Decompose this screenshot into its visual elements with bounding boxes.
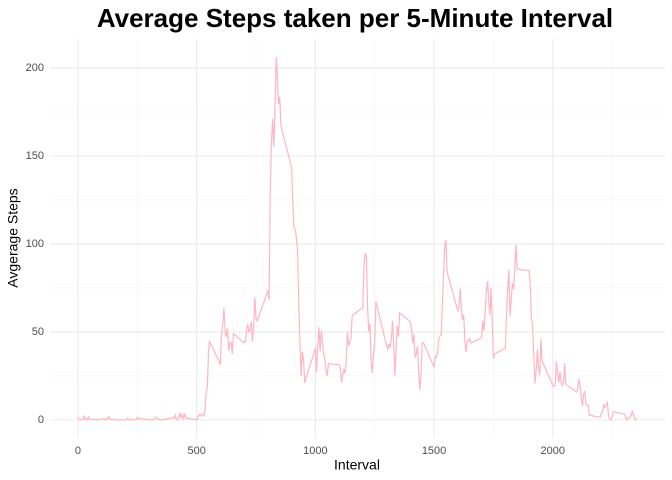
x-tick-label: 1500 xyxy=(422,445,446,457)
y-axis-label: Avgerage Steps xyxy=(5,188,21,287)
x-tick-label: 0 xyxy=(75,445,81,457)
data-line xyxy=(77,57,638,422)
x-tick-label: 1000 xyxy=(303,445,327,457)
x-axis-label: Interval xyxy=(334,457,380,473)
x-tick-label: 500 xyxy=(187,445,205,457)
x-tick-label: 2000 xyxy=(541,445,565,457)
y-tick-label: 100 xyxy=(26,238,44,250)
y-tick-label: 200 xyxy=(26,62,44,74)
y-tick-label: 150 xyxy=(26,150,44,162)
y-tick-label: 50 xyxy=(32,326,44,338)
chart-title: Average Steps taken per 5-Minute Interva… xyxy=(97,3,613,33)
y-tick-label: 0 xyxy=(38,414,44,426)
